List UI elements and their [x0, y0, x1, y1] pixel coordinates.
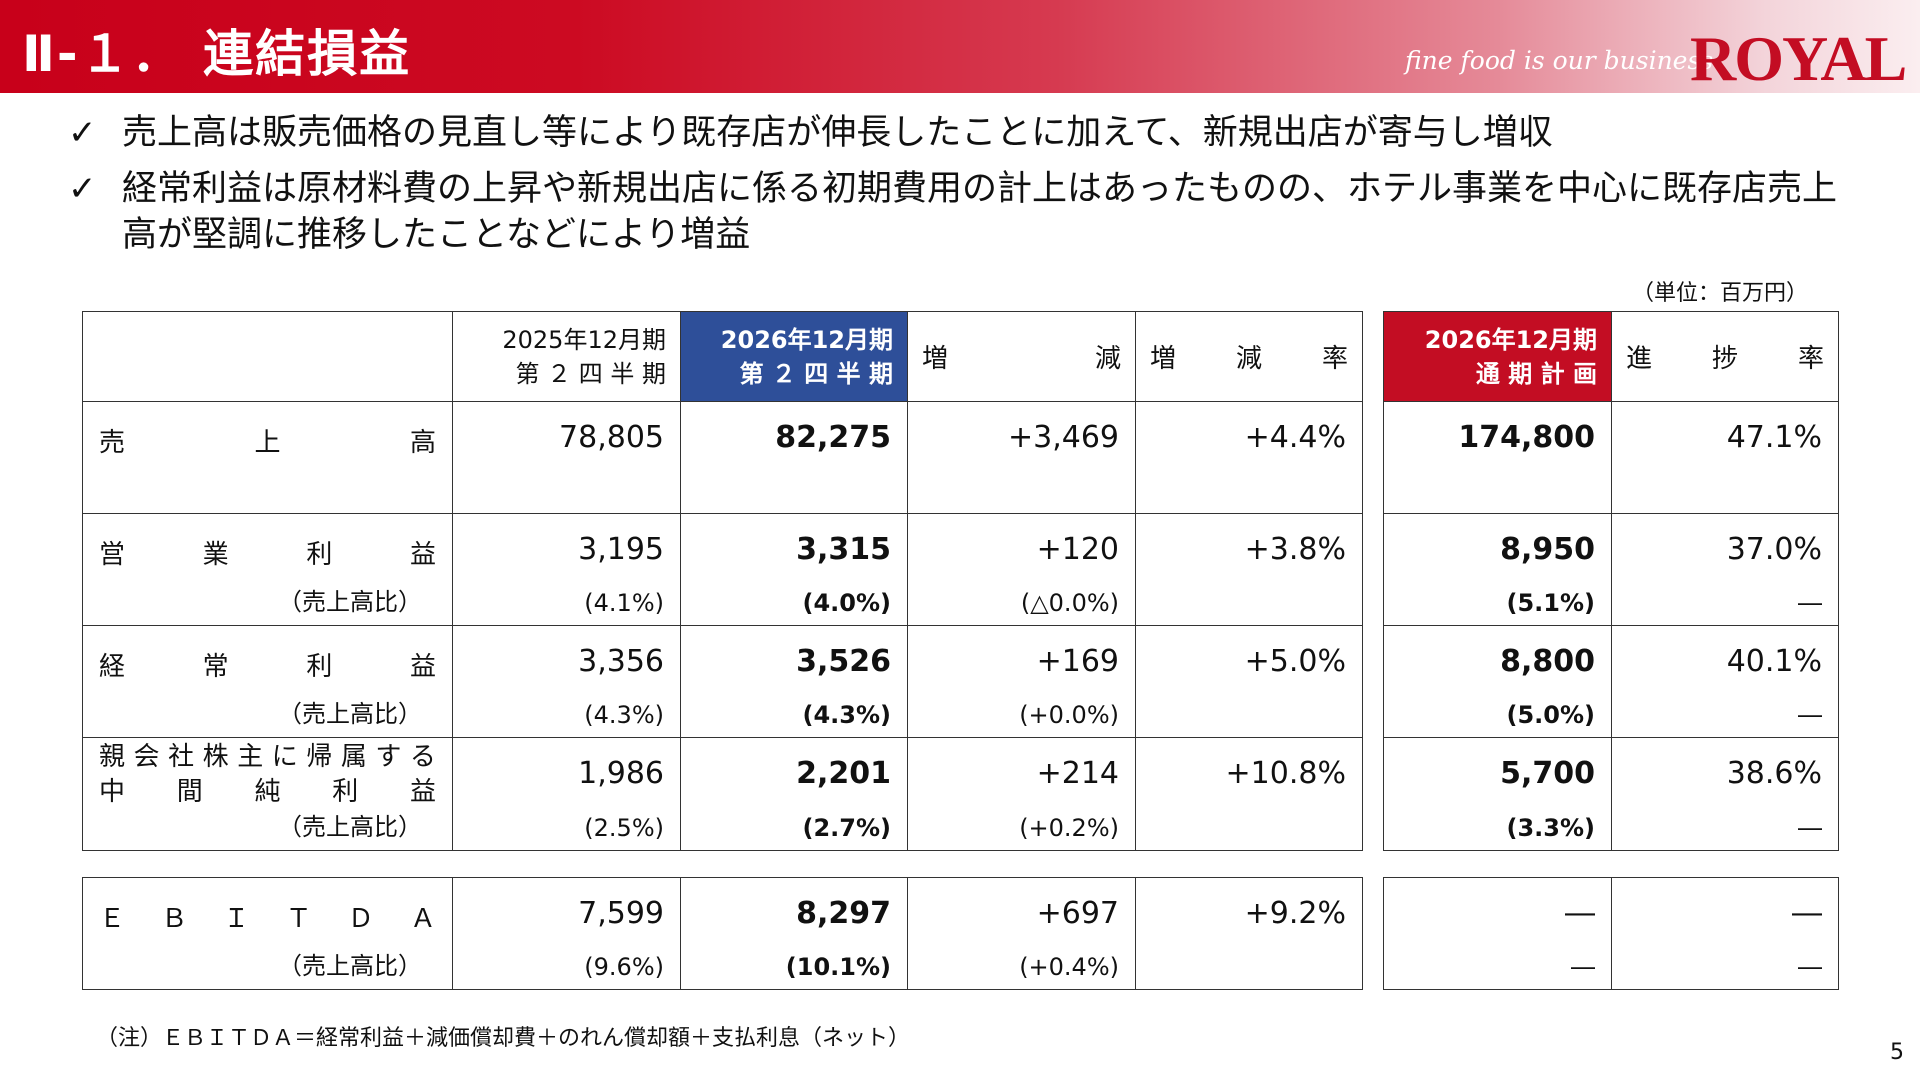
cell-rate: +3.8% — [1135, 513, 1363, 626]
company-logo: ROYAL — [1690, 23, 1907, 94]
bullet-text: 経常利益は原材料費の上昇や新規出店に係る初期費用の計上はあったものの、ホテル事業… — [122, 169, 1838, 255]
cell-prev: 78,805 — [452, 401, 681, 514]
cell-progress: 47.1% — [1611, 401, 1839, 514]
cell-curr: 2,201 (2.7%) — [680, 737, 908, 851]
row-label-operating-income: 営業利益（売上高比） — [82, 513, 453, 626]
page-title: Ⅱ-１． 連結損益 — [22, 25, 412, 83]
cell-progress: 37.0% ― — [1611, 513, 1839, 626]
footnote: （注）ＥＢＩＴＤＡ＝経常利益＋減価償却費＋のれん償却額＋支払利息（ネット） — [96, 1026, 911, 1051]
cell-rate: +4.4% — [1135, 401, 1363, 514]
header-curr: 2026年12月期第 ２ 四 半 期 — [680, 311, 908, 402]
cell-plan: ― ― — [1383, 877, 1612, 990]
cell-change: +3,469 — [907, 401, 1136, 514]
unit-label: （単位：百万円） — [1631, 281, 1808, 306]
cell-curr: 3,526 (4.3%) — [680, 625, 908, 738]
bullet-item: ✓ 経常利益は原材料費の上昇や新規出店に係る初期費用の計上はあったものの、ホテル… — [68, 166, 1858, 258]
header-prev: 2025年12月期第 ２ 四 半 期 — [452, 311, 681, 402]
cell-rate: +10.8% — [1135, 737, 1363, 851]
tagline: fine food is our business — [1405, 46, 1714, 75]
bullet-item: ✓ 売上高は販売価格の見直し等により既存店が伸長したことに加えて、新規出店が寄与… — [68, 110, 1858, 156]
cell-curr: 8,297 (10.1%) — [680, 877, 908, 990]
ebitda-plan-table: ― ― ― ― — [1383, 877, 1839, 990]
header-blank — [82, 311, 453, 402]
cell-change: +120 (△0.0%) — [907, 513, 1136, 626]
full-year-plan-table: 2026年12月期通 期 計 画 進捗率 174,800 47.1% 8,950… — [1383, 311, 1839, 851]
consolidated-results-table: 2025年12月期第 ２ 四 半 期 2026年12月期第 ２ 四 半 期 増減… — [82, 311, 1363, 851]
cell-rate: +9.2% — [1135, 877, 1363, 990]
cell-rate: +5.0% — [1135, 625, 1363, 738]
cell-progress: ― ― — [1611, 877, 1839, 990]
row-label-net-income: 親会社株主に帰属する 中間純利益 （売上高比） — [82, 737, 453, 851]
bullet-list: ✓ 売上高は販売価格の見直し等により既存店が伸長したことに加えて、新規出店が寄与… — [68, 110, 1858, 268]
cell-plan: 174,800 — [1383, 401, 1612, 514]
header-rate: 増減率 — [1135, 311, 1363, 402]
cell-prev: 1,986 (2.5%) — [452, 737, 681, 851]
cell-change: +697 (+0.4%) — [907, 877, 1136, 990]
cell-progress: 38.6% ― — [1611, 737, 1839, 851]
header-plan: 2026年12月期通 期 計 画 — [1383, 311, 1612, 402]
cell-prev: 3,195 (4.1%) — [452, 513, 681, 626]
cell-progress: 40.1% ― — [1611, 625, 1839, 738]
checkmark-icon: ✓ — [68, 113, 97, 153]
page-number: 5 — [1890, 1040, 1904, 1065]
cell-change: +169 (+0.0%) — [907, 625, 1136, 738]
header-progress: 進捗率 — [1611, 311, 1839, 402]
cell-prev: 7,599 (9.6%) — [452, 877, 681, 990]
cell-plan: 8,950 (5.1%) — [1383, 513, 1612, 626]
ebitda-table: Ｅ Ｂ Ｉ Ｔ Ｄ Ａ （売上高比） 7,599 (9.6%) 8,297 (10.1%) +6… — [82, 877, 1363, 990]
row-label-sales: 売上高 — [82, 401, 453, 514]
cell-curr: 82,275 — [680, 401, 908, 514]
cell-plan: 5,700 (3.3%) — [1383, 737, 1612, 851]
header-change: 増減 — [907, 311, 1136, 402]
row-label-ordinary-income: 経常利益（売上高比） — [82, 625, 453, 738]
cell-curr: 3,315 (4.0%) — [680, 513, 908, 626]
cell-change: +214 (+0.2%) — [907, 737, 1136, 851]
checkmark-icon: ✓ — [68, 169, 97, 209]
cell-plan: 8,800 (5.0%) — [1383, 625, 1612, 738]
cell-prev: 3,356 (4.3%) — [452, 625, 681, 738]
header-band: Ⅱ-１． 連結損益 fine food is our business ROYA… — [0, 0, 1920, 94]
bullet-text: 売上高は販売価格の見直し等により既存店が伸長したことに加えて、新規出店が寄与し増… — [122, 113, 1553, 153]
row-label-ebitda: Ｅ Ｂ Ｉ Ｔ Ｄ Ａ （売上高比） — [82, 877, 453, 990]
